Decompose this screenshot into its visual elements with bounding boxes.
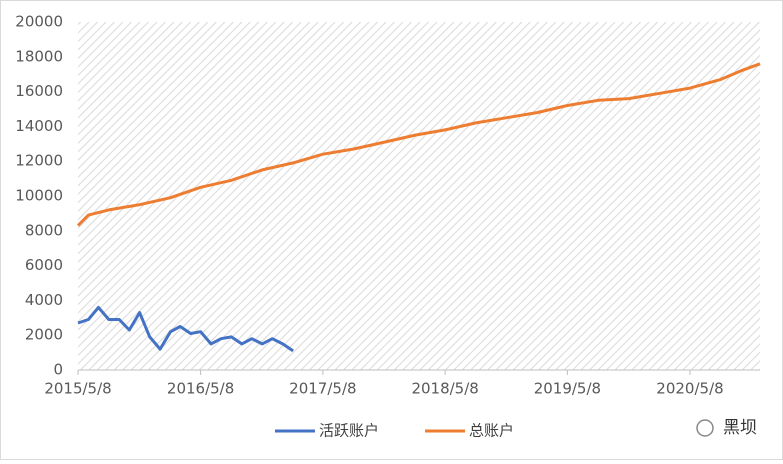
x-tick-label: 2017/5/8 xyxy=(289,380,356,398)
legend-label: 活跃账户 xyxy=(319,422,379,440)
watermark-icon xyxy=(696,419,714,437)
x-tick-label: 2020/5/8 xyxy=(656,380,723,398)
line xyxy=(77,305,294,353)
y-tick-label: 6000 xyxy=(25,256,63,274)
y-tick-label: 4000 xyxy=(25,291,63,309)
watermark: 黑坝 xyxy=(723,418,757,438)
y-tick-label: 14000 xyxy=(15,117,63,135)
legend-label: 总账户 xyxy=(469,422,514,440)
x-tick-label: 2019/5/8 xyxy=(534,380,601,398)
line xyxy=(76,62,761,227)
y-tick-label: 18000 xyxy=(15,47,63,65)
y-tick-label: 2000 xyxy=(25,326,63,344)
y-tick-label: 0 xyxy=(53,361,63,379)
x-tick-label: 2016/5/8 xyxy=(167,380,234,398)
y-tick-label: 10000 xyxy=(15,187,63,205)
y-tick-label: 8000 xyxy=(25,221,63,239)
y-tick-label: 16000 xyxy=(15,82,63,100)
x-tick-label: 2015/5/8 xyxy=(44,380,111,398)
x-tick-label: 2018/5/8 xyxy=(411,380,478,398)
plot-area xyxy=(78,22,760,370)
y-tick-label: 20000 xyxy=(15,13,63,31)
y-tick-label: 12000 xyxy=(15,152,63,170)
